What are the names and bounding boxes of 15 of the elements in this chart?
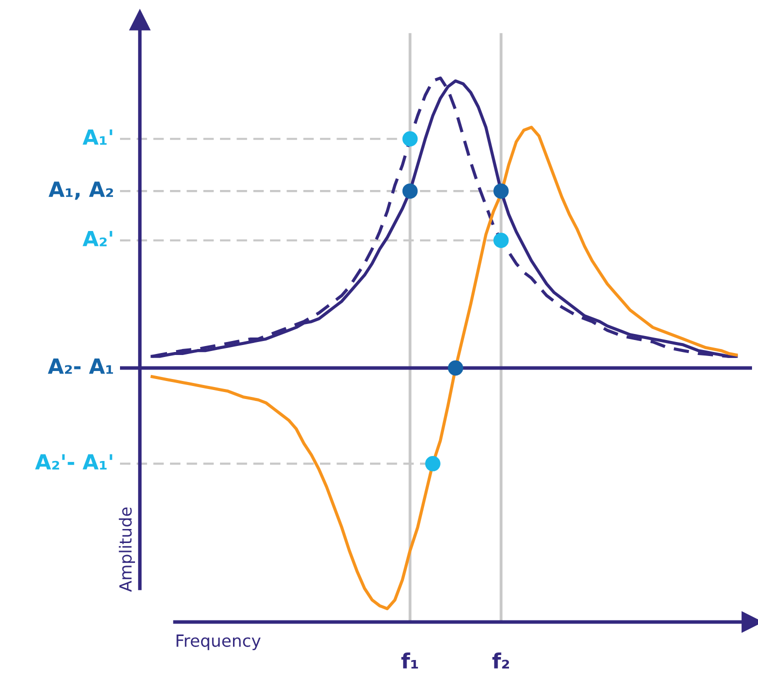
x-tick-label: f₂: [492, 652, 509, 668]
ref-line-label: A₁, A₂: [48, 182, 113, 200]
point: [402, 131, 418, 147]
ref-line-label: A₂': [82, 230, 112, 246]
x-axis-title: Frequency: [176, 634, 261, 650]
point: [493, 232, 509, 248]
y-axis-title: Amplitude: [118, 507, 135, 592]
ref-line-label: A₂'- A₁': [35, 454, 112, 470]
point: [493, 183, 509, 199]
ref-line-label: A₂- A₁: [48, 358, 113, 374]
x-tick-label: f₁: [401, 652, 418, 668]
ref-line-label: A₁': [82, 129, 112, 145]
point: [448, 360, 464, 376]
point: [425, 456, 440, 472]
point: [402, 183, 418, 199]
